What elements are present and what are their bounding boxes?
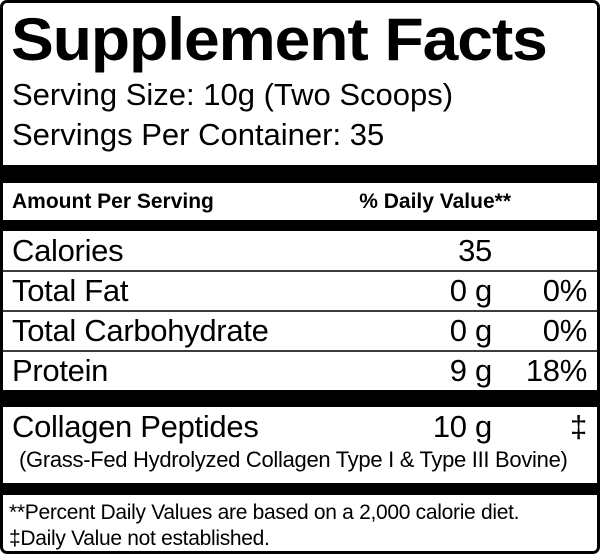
- ingredient-source-detail: (Grass-Fed Hydrolyzed Collagen Type I & …: [19, 447, 568, 472]
- serving-size-line: Serving Size: 10g (Two Scoops): [12, 77, 454, 112]
- nutrient-name: Total Carbohydrate: [12, 313, 269, 348]
- label-title: Supplement Facts: [11, 6, 548, 73]
- nutrient-name: Total Fat: [12, 273, 129, 308]
- nutrient-amount: 35: [458, 232, 492, 268]
- amount-per-serving-header: Amount Per Serving: [12, 189, 214, 213]
- nutrient-name: Protein: [12, 353, 109, 388]
- nutrient-amount: 9 g: [449, 353, 493, 388]
- thick-divider-header: [3, 220, 597, 231]
- table-row-total-carbohydrate: Total Carbohydrate 0 g 0%: [3, 310, 597, 350]
- servings-per-container-line: Servings Per Container: 35: [12, 117, 385, 152]
- footnote-not-established: ‡Daily Value not established.: [9, 527, 270, 550]
- nutrient-daily-value: 0%: [542, 273, 588, 308]
- table-row-protein: Protein 9 g 18%: [3, 350, 597, 390]
- thick-divider-middle: [3, 390, 597, 407]
- nutrient-daily-value: 18%: [525, 353, 587, 388]
- nutrient-amount: 0 g: [449, 273, 493, 308]
- daily-value-header: % Daily Value**: [359, 189, 511, 213]
- thick-divider-top: [3, 165, 597, 183]
- table-row-calories: Calories 35: [3, 231, 597, 270]
- ingredient-amount: 10 g: [432, 408, 492, 444]
- table-header-row: Amount Per Serving % Daily Value**: [3, 183, 597, 220]
- ingredient-name: Collagen Peptides: [12, 408, 259, 444]
- table-row-total-fat: Total Fat 0 g 0%: [3, 270, 597, 310]
- footnote-daily-values: **Percent Daily Values are based on a 2,…: [9, 501, 520, 524]
- nutrient-amount: 0 g: [449, 313, 493, 348]
- ingredient-daily-value: ‡: [570, 408, 587, 444]
- table-row-collagen-peptides: Collagen Peptides 10 g ‡: [3, 407, 597, 446]
- nutrient-name: Calories: [12, 232, 124, 268]
- footnotes-section: **Percent Daily Values are based on a 2,…: [3, 500, 597, 551]
- thick-divider-bottom: [3, 483, 597, 495]
- nutrient-daily-value: 0%: [542, 313, 588, 348]
